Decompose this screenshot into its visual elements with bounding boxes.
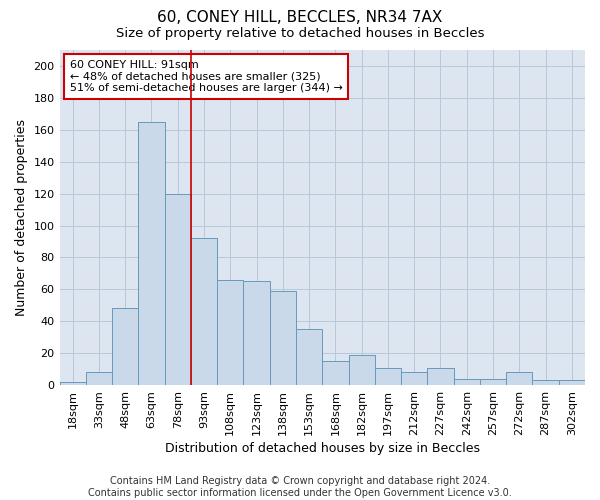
Bar (296, 329, 322, 385)
Bar (375, 368, 401, 385)
Bar (401, 372, 427, 385)
Bar (270, 291, 296, 385)
Text: 60 CONEY HILL: 91sqm
← 48% of detached houses are smaller (325)
51% of semi-deta: 60 CONEY HILL: 91sqm ← 48% of detached h… (70, 60, 343, 94)
Y-axis label: Number of detached properties: Number of detached properties (15, 119, 28, 316)
Bar (191, 238, 217, 385)
Bar (164, 194, 191, 385)
Bar (349, 355, 375, 385)
Bar (427, 368, 454, 385)
Bar (217, 280, 244, 385)
Bar (559, 380, 585, 385)
Text: Size of property relative to detached houses in Beccles: Size of property relative to detached ho… (116, 28, 484, 40)
Bar (86, 372, 112, 385)
Bar (244, 282, 270, 385)
Bar (139, 122, 164, 385)
Bar (454, 378, 480, 385)
Bar (480, 378, 506, 385)
Text: Contains HM Land Registry data © Crown copyright and database right 2024.
Contai: Contains HM Land Registry data © Crown c… (88, 476, 512, 498)
Bar (112, 308, 139, 385)
Bar (322, 361, 349, 385)
Bar (532, 380, 559, 385)
Bar (506, 372, 532, 385)
Text: 60, CONEY HILL, BECCLES, NR34 7AX: 60, CONEY HILL, BECCLES, NR34 7AX (157, 10, 443, 25)
X-axis label: Distribution of detached houses by size in Beccles: Distribution of detached houses by size … (165, 442, 480, 455)
Bar (59, 382, 86, 385)
